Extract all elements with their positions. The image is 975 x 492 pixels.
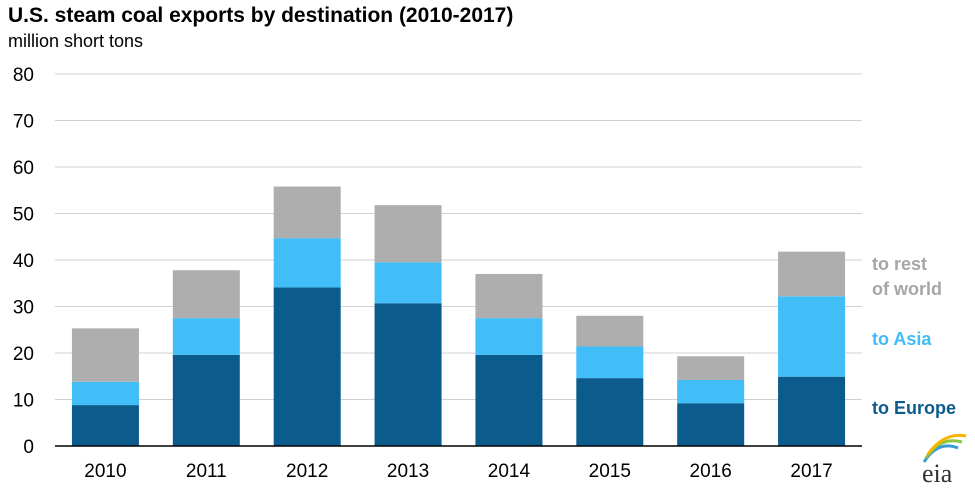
bar-2011-to-rest-of-world <box>172 270 240 319</box>
legend-rest-line2: of world <box>872 279 942 299</box>
y-axis-label: million short tons <box>8 31 144 51</box>
bar-2017-to-Europe <box>778 376 846 446</box>
bar-2011-to-Europe <box>172 354 240 446</box>
eia-logo-text: eia <box>922 459 953 488</box>
bar-2013-to-rest-of-world <box>374 205 442 263</box>
bar-2013-to-Asia <box>374 262 442 304</box>
bar-2012-to-Europe <box>273 287 341 446</box>
x-tick-label: 2011 <box>186 461 227 482</box>
y-tick-label: 50 <box>13 205 34 226</box>
x-tick-label: 2010 <box>84 461 126 482</box>
bar-2015-to-Europe <box>576 378 644 446</box>
y-tick-label: 40 <box>13 251 34 272</box>
bar-2015-to-Asia <box>576 346 644 379</box>
y-tick-label: 10 <box>13 391 34 412</box>
y-tick-label: 80 <box>13 65 34 86</box>
x-tick-label: 2014 <box>488 461 531 482</box>
x-tick-label: 2013 <box>387 461 429 482</box>
legend-rest-line1: to rest <box>872 254 927 274</box>
bar-2017-to-rest-of-world <box>778 251 846 297</box>
chart-title: U.S. steam coal exports by destination (… <box>8 4 514 27</box>
x-tick-label: 2012 <box>286 461 328 482</box>
y-tick-label: 20 <box>13 344 34 365</box>
bar-2014-to-rest-of-world <box>475 273 543 319</box>
x-tick-label: 2016 <box>690 461 732 482</box>
bar-2014-to-Europe <box>475 354 543 446</box>
legend-europe: to Europe <box>872 398 956 418</box>
bar-2015-to-rest-of-world <box>576 315 644 347</box>
y-tick-label: 0 <box>23 437 34 458</box>
bar-2014-to-Asia <box>475 318 543 355</box>
bar-2012-to-Asia <box>273 238 341 288</box>
x-tick-label: 2015 <box>589 461 631 482</box>
bar-2013-to-Europe <box>374 303 442 446</box>
bar-2010-to-Europe <box>71 405 139 446</box>
y-tick-label: 70 <box>13 112 34 133</box>
legend-asia: to Asia <box>872 329 932 349</box>
y-tick-label: 60 <box>13 158 34 179</box>
bar-2016-to-Asia <box>677 379 745 404</box>
bar-2011-to-Asia <box>172 318 240 355</box>
y-tick-labels: 0 10 20 30 40 50 60 70 80 <box>13 65 34 458</box>
y-tick-label: 30 <box>13 298 34 319</box>
bar-2010-to-Asia <box>71 381 139 406</box>
legend: to rest of world to Asia to Europe <box>872 254 956 418</box>
bar-2010-to-rest-of-world <box>71 328 139 382</box>
bar-2016-to-rest-of-world <box>677 356 745 380</box>
bars <box>71 186 846 446</box>
eia-logo-icon: eia <box>922 433 967 488</box>
x-tick-label: 2017 <box>790 461 832 482</box>
bar-2017-to-Asia <box>778 296 846 377</box>
x-tick-labels: 2010 2011 2012 2013 2014 2015 2016 2017 <box>84 461 832 482</box>
bar-2016-to-Europe <box>677 403 745 446</box>
bar-2012-to-rest-of-world <box>273 186 341 239</box>
